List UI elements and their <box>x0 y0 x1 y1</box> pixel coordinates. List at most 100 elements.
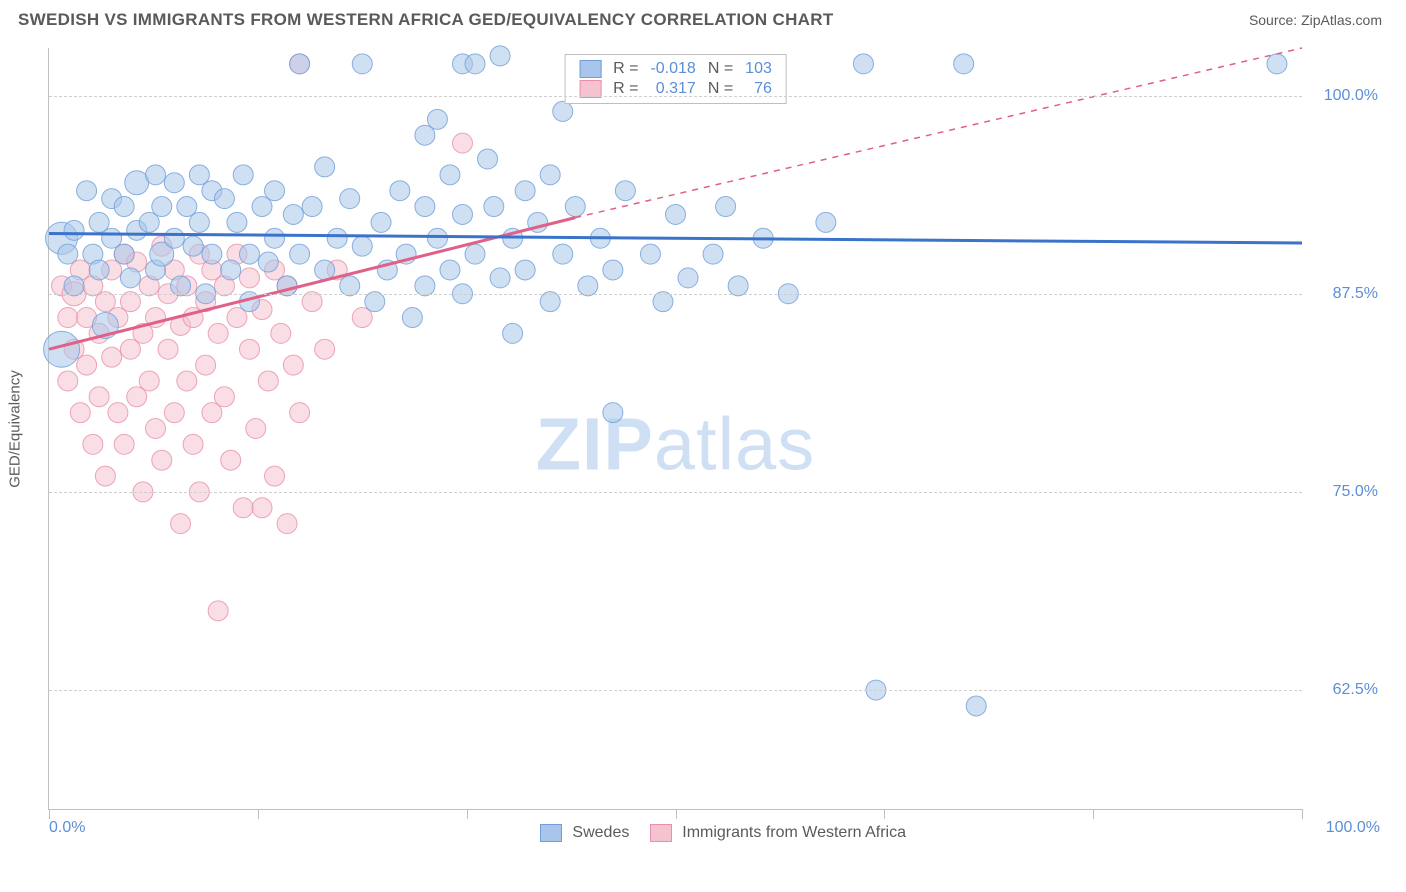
scatter-point <box>315 339 335 359</box>
scatter-point <box>246 419 266 439</box>
scatter-point <box>465 54 485 74</box>
scatter-point <box>58 244 78 264</box>
trendline-swedes <box>49 233 1302 243</box>
scatter-point <box>427 228 447 248</box>
scatter-point <box>258 371 278 391</box>
scatter-point <box>452 133 472 153</box>
series-legend: Swedes Immigrants from Western Africa <box>48 824 1382 842</box>
scatter-point <box>252 498 272 518</box>
scatter-point <box>503 323 523 343</box>
scatter-point <box>58 371 78 391</box>
scatter-point <box>114 197 134 217</box>
scatter-point <box>390 181 410 201</box>
y-axis-label: GED/Equivalency <box>7 370 24 488</box>
scatter-point <box>214 189 234 209</box>
scatter-point <box>171 514 191 534</box>
scatter-point <box>678 268 698 288</box>
scatter-point <box>603 403 623 423</box>
scatter-point <box>158 339 178 359</box>
scatter-point <box>271 323 291 343</box>
scatter-point <box>440 260 460 280</box>
source-link[interactable]: ZipAtlas.com <box>1301 12 1382 28</box>
scatter-point <box>114 244 134 264</box>
scatter-point <box>108 403 128 423</box>
scatter-point <box>352 54 372 74</box>
scatter-point <box>95 466 115 486</box>
scatter-point <box>139 371 159 391</box>
scatter-point <box>816 212 836 232</box>
scatter-point <box>853 54 873 74</box>
scatter-point <box>402 308 422 328</box>
scatter-point <box>515 260 535 280</box>
scatter-point <box>478 149 498 169</box>
scatter-point <box>615 181 635 201</box>
y-tick-label: 62.5% <box>1333 681 1378 699</box>
gridline <box>49 690 1302 691</box>
scatter-point <box>102 347 122 367</box>
scatter-point <box>427 109 447 129</box>
scatter-point <box>152 197 172 217</box>
scatter-point <box>603 260 623 280</box>
scatter-point <box>327 228 347 248</box>
n-label: N = <box>702 59 739 79</box>
scatter-point <box>164 173 184 193</box>
scatter-point <box>114 434 134 454</box>
scatter-point <box>239 339 259 359</box>
scatter-point <box>290 54 310 74</box>
scatter-point <box>490 46 510 66</box>
scatter-point <box>302 197 322 217</box>
scatter-point <box>484 197 504 217</box>
scatter-point <box>258 252 278 272</box>
scatter-point <box>352 236 372 256</box>
scatter-point <box>89 260 109 280</box>
scatter-point <box>315 260 335 280</box>
x-tick <box>884 809 885 819</box>
scatter-point <box>265 466 285 486</box>
x-tick <box>676 809 677 819</box>
scatter-point <box>290 244 310 264</box>
scatter-point <box>703 244 723 264</box>
scatter-point <box>553 244 573 264</box>
scatter-point <box>152 450 172 470</box>
scatter-point <box>640 244 660 264</box>
legend-label-swedes: Swedes <box>572 824 629 841</box>
scatter-point <box>465 244 485 264</box>
legend-row-swedes: R = -0.018 N = 103 <box>573 59 778 79</box>
scatter-point <box>565 197 585 217</box>
scatter-point <box>283 204 303 224</box>
y-tick-label: 75.0% <box>1333 483 1378 501</box>
scatter-point <box>164 403 184 423</box>
scatter-point <box>44 331 80 367</box>
scatter-point <box>183 236 203 256</box>
scatter-point <box>189 212 209 232</box>
scatter-point <box>1267 54 1287 74</box>
chart-header: SWEDISH VS IMMIGRANTS FROM WESTERN AFRIC… <box>0 0 1406 38</box>
plot-region: GED/Equivalency ZIPatlas R = -0.018 N = … <box>48 48 1302 810</box>
scatter-point <box>221 450 241 470</box>
scatter-point <box>202 244 222 264</box>
scatter-point <box>89 387 109 407</box>
scatter-point <box>666 204 686 224</box>
r-label: R = <box>607 59 644 79</box>
legend-label-immigrants: Immigrants from Western Africa <box>682 824 906 841</box>
scatter-point <box>227 212 247 232</box>
scatter-point <box>283 355 303 375</box>
scatter-point <box>183 434 203 454</box>
scatter-point <box>490 268 510 288</box>
source-prefix: Source: <box>1249 12 1301 28</box>
scatter-point <box>239 268 259 288</box>
scatter-point <box>265 228 285 248</box>
scatter-point <box>208 323 228 343</box>
scatter-point <box>452 204 472 224</box>
swatch-swedes <box>579 60 601 78</box>
scatter-point <box>233 498 253 518</box>
n-value: 103 <box>739 59 778 79</box>
scatter-point <box>315 157 335 177</box>
scatter-point <box>415 197 435 217</box>
scatter-point <box>540 165 560 185</box>
gridline <box>49 96 1302 97</box>
scatter-point <box>70 403 90 423</box>
chart-title: SWEDISH VS IMMIGRANTS FROM WESTERN AFRIC… <box>18 10 834 30</box>
scatter-point <box>265 181 285 201</box>
y-tick-label: 100.0% <box>1324 87 1378 105</box>
